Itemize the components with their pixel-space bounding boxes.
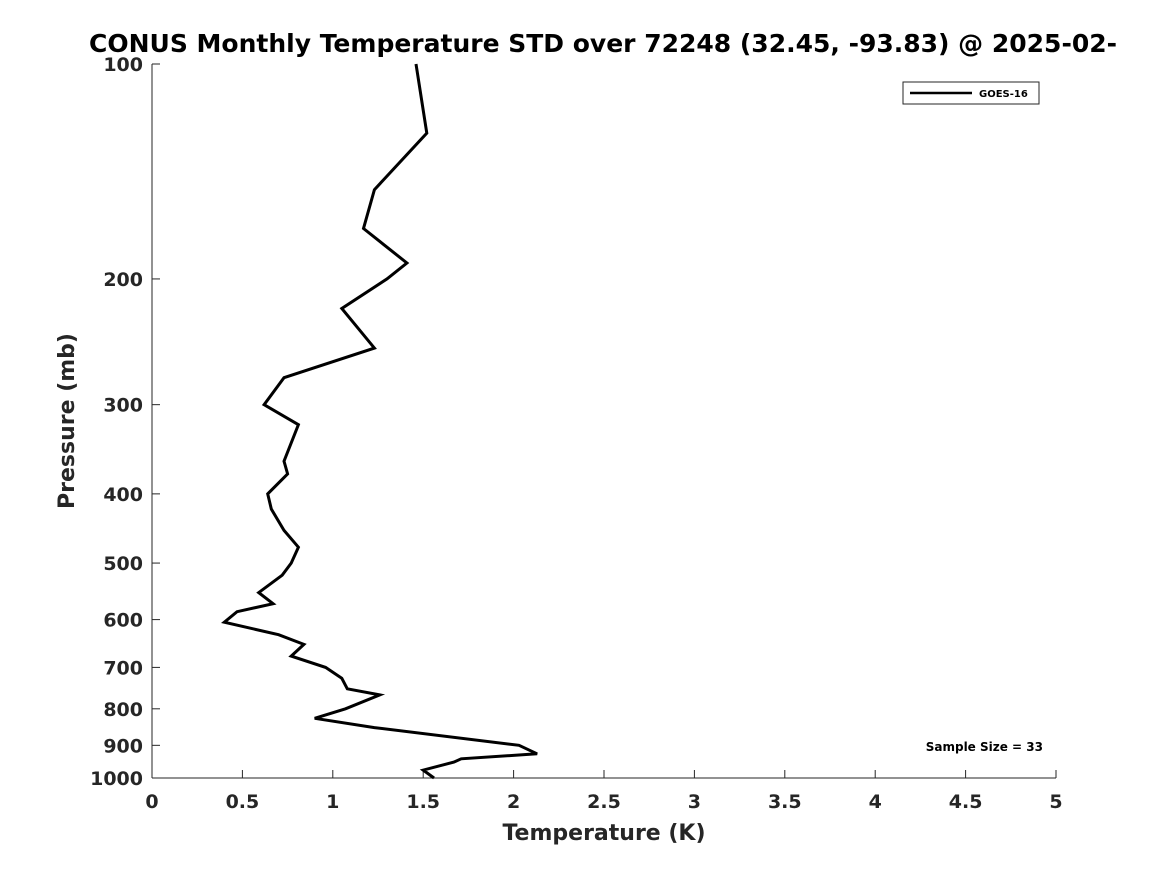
x-tick-label: 3.5	[768, 791, 802, 813]
y-tick-label: 400	[103, 484, 143, 506]
legend-label-goes-16: GOES-16	[979, 89, 1028, 100]
y-axis-label: Pressure (mb)	[55, 333, 80, 509]
y-tick-label: 800	[103, 699, 143, 721]
x-axis-label: Temperature (K)	[502, 821, 705, 846]
x-tick-label: 4	[869, 791, 882, 813]
y-tick-label: 600	[103, 610, 143, 632]
x-ticks: 0 0.5 1 1.5 2 2.5 3 3.5 4 4.5 5	[145, 770, 1063, 813]
x-tick-label: 1.5	[406, 791, 440, 813]
x-tick-label: 1	[326, 791, 339, 813]
x-tick-label: 3	[688, 791, 701, 813]
y-tick-label: 900	[103, 735, 143, 757]
x-tick-label: 2	[507, 791, 520, 813]
x-tick-label: 4.5	[949, 791, 983, 813]
y-ticks: 100 200 300 400 500 600 700 800 900 1000	[90, 54, 160, 790]
x-tick-label: 2.5	[587, 791, 621, 813]
y-tick-label: 500	[103, 553, 143, 575]
y-tick-label: 1000	[90, 768, 143, 790]
sample-size-annotation: Sample Size = 33	[926, 740, 1043, 754]
x-tick-label: 0.5	[226, 791, 260, 813]
x-tick-label: 0	[145, 791, 158, 813]
legend: GOES-16	[902, 81, 1040, 105]
y-tick-label: 100	[103, 54, 143, 76]
y-tick-label: 300	[103, 395, 143, 417]
chart-title: CONUS Monthly Temperature STD over 72248…	[89, 29, 1117, 58]
series-layer	[221, 63, 538, 780]
x-tick-label: 5	[1049, 791, 1062, 813]
y-tick-label: 700	[103, 657, 143, 679]
y-tick-label: 200	[103, 269, 143, 291]
